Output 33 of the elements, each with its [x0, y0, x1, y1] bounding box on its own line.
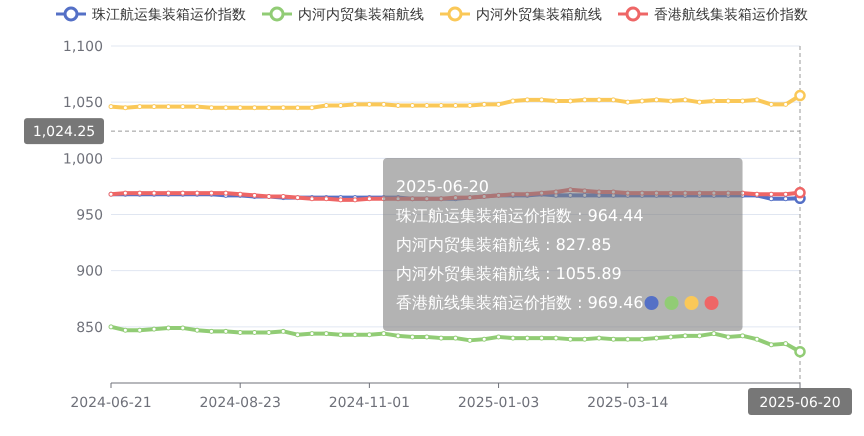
x-tick-label: 2024-08-23 [200, 395, 281, 411]
point [768, 342, 774, 348]
ref-line-label: 1,024.25 [32, 124, 96, 140]
y-tick-label: 1,000 [62, 151, 103, 168]
x-tick-label: 2024-06-21 [70, 395, 152, 411]
annotation: 内河内贸集装箱航线 : 827.85 [396, 235, 612, 254]
point [783, 341, 788, 346]
legend-label: 珠江航运集装箱运价指数 [92, 7, 246, 23]
point [108, 104, 114, 110]
legend-label: 内河外贸集装箱航线 [476, 7, 602, 23]
legend-label: 香港航线集装箱运价指数 [654, 7, 808, 23]
x-tick-label: 2025-06-20 [759, 395, 841, 411]
y-tick-label: 1,050 [62, 95, 103, 112]
y-tick-label: 900 [76, 264, 103, 280]
point [108, 324, 114, 330]
x-tick-label: 2025-01-03 [458, 395, 540, 411]
annotation: 香港航线集装箱运价指数 : 969.46 [396, 293, 644, 312]
x-tick-label: 2025-03-14 [587, 395, 669, 411]
x-tick-label: 2024-11-01 [328, 395, 410, 411]
point [453, 336, 458, 341]
annotation: 2025-06-20 [396, 177, 489, 196]
y-tick-label: 950 [76, 208, 103, 224]
point [482, 336, 487, 342]
annotation: 内河外贸集装箱航线 : 1055.89 [396, 264, 622, 283]
annotation: 珠江航运集装箱运价指数 : 964.44 [396, 206, 644, 225]
point [726, 334, 731, 340]
point [381, 331, 386, 336]
legend-label: 内河内贸集装箱航线 [298, 7, 424, 23]
point [122, 328, 128, 333]
y-tick-label: 850 [76, 320, 103, 336]
point [754, 336, 760, 342]
point [668, 334, 674, 340]
y-tick-label: 1,100 [62, 39, 103, 55]
